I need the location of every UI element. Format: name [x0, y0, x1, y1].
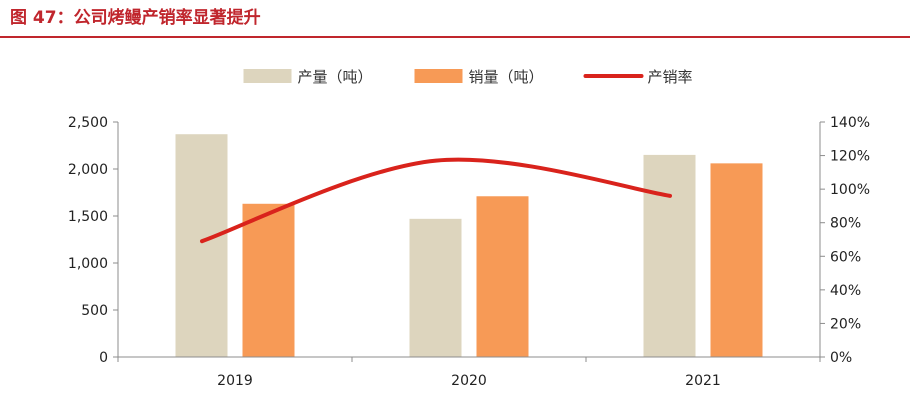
legend-swatch-2 [414, 69, 463, 83]
series-line-1 [200, 157, 672, 244]
x-tick-label: 2019 [217, 373, 253, 389]
legend: 产量（吨） 销量（吨） 产销率 [243, 68, 693, 86]
right-tick-label: 40% [830, 283, 861, 299]
right-tick-label: 60% [830, 249, 861, 265]
bar-2019-series-1 [175, 134, 228, 357]
bar-2021-series-1 [643, 154, 696, 357]
bar-2020-series-1 [409, 218, 462, 357]
legend-label-1: 产量（吨） [298, 68, 373, 86]
axes-layer: 0 500 1,000 1,500 2,000 2,500 0% 20% 40% 60% 80% 10… [68, 115, 870, 389]
left-tick-label: 1,000 [68, 256, 108, 272]
legend-label-3: 产销率 [648, 68, 693, 86]
right-tick-label: 100% [830, 182, 870, 198]
legend-swatch-1 [243, 69, 292, 83]
title-divider [0, 36, 910, 38]
bar-2019-series-2 [242, 203, 295, 357]
bar-2020-series-2 [476, 196, 529, 357]
line-layer [200, 157, 672, 244]
right-tick-label: 0% [830, 350, 852, 366]
right-tick-label: 140% [830, 115, 870, 131]
bars-layer [175, 134, 763, 357]
x-tick-label: 2020 [451, 373, 487, 389]
left-tick-label: 0 [99, 350, 108, 366]
left-tick-label: 2,000 [68, 162, 108, 178]
right-tick-label: 80% [830, 216, 861, 232]
left-tick-label: 500 [81, 303, 108, 319]
left-tick-label: 2,500 [68, 115, 108, 131]
bar-2021-series-2 [710, 163, 763, 357]
figure-title: 图 47：公司烤鳗产销率显著提升 [10, 8, 261, 28]
left-tick-label: 1,500 [68, 209, 108, 225]
legend-label-2: 销量（吨） [469, 68, 544, 86]
right-tick-label: 120% [830, 149, 870, 165]
x-tick-label: 2021 [685, 373, 721, 389]
right-tick-label: 20% [830, 316, 861, 332]
